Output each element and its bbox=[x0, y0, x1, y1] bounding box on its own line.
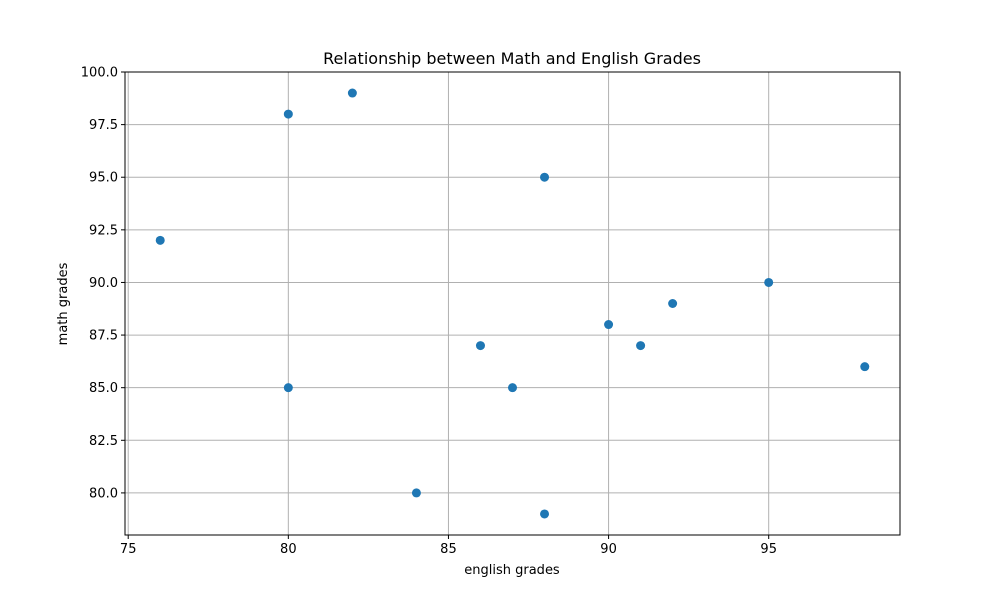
x-axis-ticks: 75 80 85 90 95 bbox=[120, 535, 777, 557]
data-point bbox=[668, 299, 678, 308]
data-point bbox=[283, 109, 293, 119]
chart-title: Relationship between Math and English Gr… bbox=[323, 49, 701, 68]
data-point bbox=[508, 383, 517, 393]
data-point bbox=[347, 88, 357, 98]
data-point bbox=[475, 341, 485, 351]
y-axis-label: math grades bbox=[56, 262, 71, 345]
y-tick-label: 85.0 bbox=[89, 381, 118, 396]
x-tick-label: 85 bbox=[440, 542, 457, 557]
y-tick-label: 80.0 bbox=[89, 486, 118, 501]
data-point bbox=[411, 488, 421, 498]
data-points bbox=[155, 88, 870, 519]
plot-frame bbox=[124, 71, 901, 536]
x-tick-label: 75 bbox=[120, 542, 137, 557]
y-tick-label: 90.0 bbox=[89, 276, 118, 291]
data-point bbox=[604, 320, 614, 330]
data-point bbox=[540, 172, 550, 182]
y-tick-label: 100.0 bbox=[81, 66, 118, 81]
data-point bbox=[155, 235, 165, 245]
y-tick-label: 87.5 bbox=[89, 329, 118, 344]
y-tick-label: 92.5 bbox=[89, 223, 118, 238]
x-tick-label: 95 bbox=[760, 542, 777, 557]
x-tick-label: 90 bbox=[600, 542, 617, 557]
y-axis-ticks: 80.0 82.5 85.0 87.5 90.0 92.5 95.0 97.5 100.0 bbox=[81, 66, 125, 501]
data-point bbox=[764, 277, 774, 287]
data-point bbox=[636, 341, 646, 351]
x-axis-label: english grades bbox=[464, 563, 560, 578]
y-tick-label: 82.5 bbox=[89, 434, 118, 449]
x-tick-label: 80 bbox=[280, 542, 297, 557]
y-tick-label: 95.0 bbox=[89, 171, 118, 186]
data-point bbox=[860, 362, 870, 372]
data-point bbox=[283, 383, 293, 393]
data-point bbox=[540, 509, 550, 519]
y-tick-label: 97.5 bbox=[89, 118, 118, 133]
